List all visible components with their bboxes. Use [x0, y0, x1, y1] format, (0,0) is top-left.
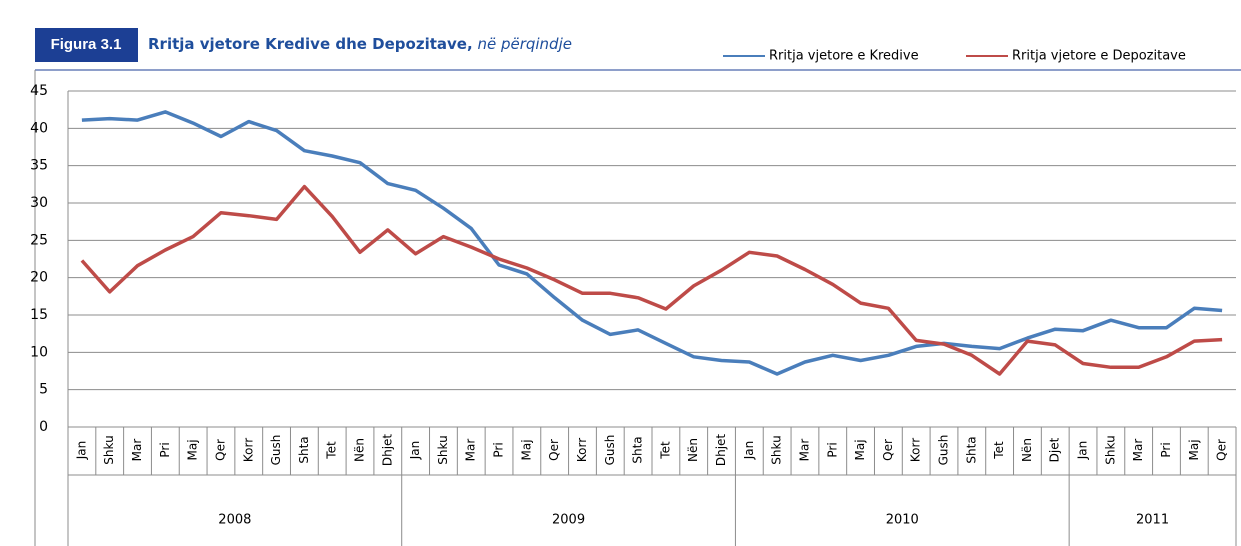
- y-tick-label: 20: [30, 270, 48, 286]
- y-tick-label: 15: [30, 307, 48, 323]
- figure-label-box: [35, 28, 138, 62]
- x-tick-label: Nën: [686, 438, 700, 462]
- figure-label: Figura 3.1: [51, 36, 122, 53]
- x-tick-label: Shku: [770, 435, 784, 464]
- x-tick-label: Gush: [269, 435, 283, 466]
- x-tick-label: Jan: [74, 441, 88, 461]
- y-tick-label: 10: [30, 344, 48, 360]
- y-tick-label: 0: [39, 419, 48, 435]
- x-tick-label: Shku: [436, 435, 450, 464]
- x-tick-label: Shta: [964, 436, 978, 463]
- x-tick-label: Qer: [881, 439, 895, 461]
- x-tick-label: Mar: [130, 439, 144, 462]
- x-tick-label: Mar: [1131, 439, 1145, 462]
- x-tick-label: Pri: [1159, 442, 1173, 457]
- x-tick-label: Gush: [603, 435, 617, 466]
- x-tick-label: Korr: [241, 438, 255, 462]
- group-label: 2011: [1136, 513, 1169, 528]
- x-tick-label: Pri: [825, 442, 839, 457]
- x-tick-label: Maj: [519, 439, 533, 460]
- y-tick-label: 30: [30, 195, 48, 211]
- x-tick-label: Dhjet: [380, 434, 394, 467]
- x-tick-label: Maj: [853, 439, 867, 460]
- y-tick-label: 40: [30, 120, 48, 136]
- x-tick-label: Tet: [658, 441, 672, 460]
- x-tick-label: Shta: [297, 436, 311, 463]
- x-tick-label: Qer: [213, 439, 227, 461]
- x-tick-label: Qer: [1215, 439, 1229, 461]
- y-tick-label: 25: [30, 232, 48, 248]
- x-tick-label: Nën: [1020, 438, 1034, 462]
- chart-title: Rritja vjetore Kredive dhe Depozitave,: [148, 35, 473, 53]
- x-tick-label: Pri: [492, 442, 506, 457]
- series-line: [81, 110, 1223, 376]
- x-tick-label: Nën: [353, 438, 367, 462]
- chart-subtitle: në përqindje: [477, 35, 572, 53]
- chart-title-group: Rritja vjetore Kredive dhe Depozitave, n…: [148, 35, 572, 53]
- y-tick-label: 5: [39, 382, 48, 398]
- legend-label: Rritja vjetore e Kredive: [769, 49, 919, 64]
- x-tick-label: Pri: [158, 442, 172, 457]
- x-tick-label: Korr: [575, 438, 589, 462]
- group-label: 2008: [218, 513, 251, 528]
- x-tick-label: Djet: [1048, 437, 1062, 462]
- x-tick-label: Dhjet: [714, 434, 728, 467]
- group-label: 2009: [552, 513, 585, 528]
- series-line: [80, 184, 1223, 376]
- x-tick-label: Jan: [742, 441, 756, 461]
- x-tick-label: Jan: [1076, 441, 1090, 461]
- x-tick-label: Korr: [909, 438, 923, 462]
- x-tick-label: Gush: [937, 435, 951, 466]
- group-label: 2010: [886, 513, 919, 528]
- x-tick-label: Tet: [992, 441, 1006, 460]
- y-tick-label: 45: [30, 83, 48, 99]
- x-tick-label: Maj: [1187, 439, 1201, 460]
- x-tick-label: Shku: [1103, 435, 1117, 464]
- x-tick-label: Shku: [102, 435, 116, 464]
- x-tick-label: Maj: [186, 439, 200, 460]
- y-tick-label: 35: [30, 158, 48, 174]
- x-tick-label: Jan: [408, 441, 422, 461]
- x-tick-label: Shta: [631, 436, 645, 463]
- x-tick-label: Tet: [325, 441, 339, 460]
- x-tick-label: Qer: [547, 439, 561, 461]
- legend-label: Rritja vjetore e Depozitave: [1012, 49, 1186, 64]
- x-tick-label: Mar: [464, 439, 478, 462]
- x-tick-label: Mar: [797, 439, 811, 462]
